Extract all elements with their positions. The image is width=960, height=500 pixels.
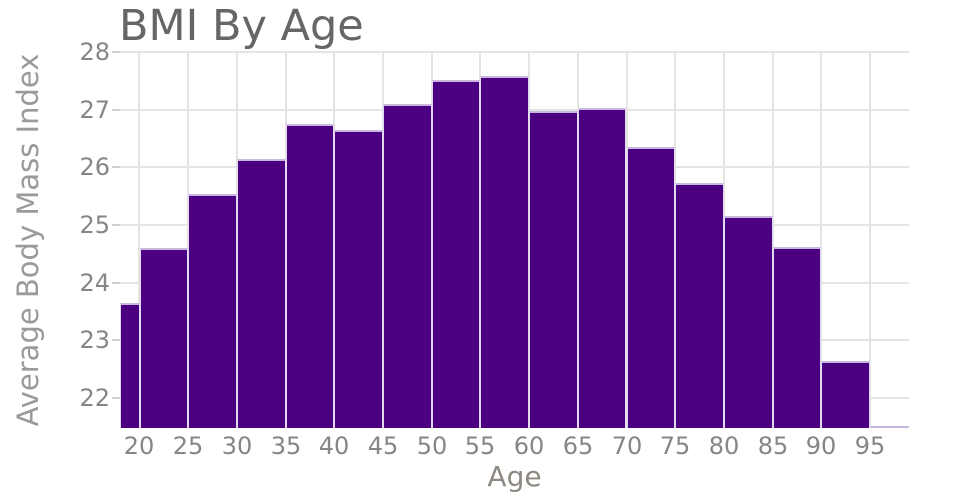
x-tick-label: 50 (416, 432, 448, 460)
x-axis-title: Age (487, 460, 542, 493)
x-tick-label: 60 (513, 432, 545, 460)
y-tick-label: 28 (79, 38, 110, 66)
y-tick-label: 27 (79, 96, 110, 124)
y-tick-mark (112, 224, 120, 226)
histogram-bar[interactable] (626, 146, 676, 428)
histogram-bar[interactable] (334, 129, 383, 428)
histogram-bar[interactable] (723, 215, 773, 428)
histogram-bar[interactable] (577, 107, 627, 428)
y-tick-mark (112, 166, 120, 168)
x-tick-label: 70 (611, 432, 643, 460)
v-gridline (772, 52, 774, 428)
histogram-bar[interactable] (236, 159, 286, 428)
histogram-bar[interactable] (285, 123, 335, 428)
x-tick-label: 90 (805, 432, 837, 460)
x-tick-label: 75 (659, 432, 691, 460)
y-tick-label: 22 (79, 384, 110, 412)
y-tick-label: 26 (79, 153, 110, 181)
histogram-bar[interactable] (675, 182, 724, 428)
x-tick-label: 30 (221, 432, 253, 460)
x-tick-label: 80 (708, 432, 740, 460)
h-gridline (120, 51, 909, 53)
x-tick-label: 25 (172, 432, 204, 460)
x-tick-label: 55 (464, 432, 496, 460)
v-gridline (138, 52, 140, 428)
v-gridline (869, 52, 871, 428)
y-tick-mark (112, 51, 120, 53)
histogram-bar[interactable] (431, 80, 481, 428)
histogram-bar[interactable] (821, 360, 870, 428)
x-tick-label: 40 (318, 432, 350, 460)
y-tick-label: 25 (79, 211, 110, 239)
x-tick-label: 45 (367, 432, 399, 460)
y-tick-label: 24 (79, 269, 110, 297)
y-tick-mark (112, 282, 120, 284)
histogram-bar[interactable] (383, 103, 432, 428)
y-tick-mark (112, 397, 120, 399)
x-tick-label: 20 (123, 432, 155, 460)
x-tick-label: 35 (270, 432, 302, 460)
chart-title: BMI By Age (119, 1, 364, 51)
histogram-bar[interactable] (870, 425, 909, 428)
y-tick-mark (112, 339, 120, 341)
histogram-bar[interactable] (480, 75, 530, 428)
y-tick-label: 23 (79, 326, 110, 354)
x-tick-label: 95 (854, 432, 886, 460)
y-axis-title-text: Average Body Mass Index (11, 53, 45, 427)
histogram-bar[interactable] (139, 247, 189, 428)
x-tick-label: 65 (562, 432, 594, 460)
y-tick-mark (112, 109, 120, 111)
histogram-bar[interactable] (529, 111, 578, 428)
histogram-bar[interactable] (188, 193, 237, 428)
v-gridline (820, 52, 822, 428)
histogram-bar[interactable] (772, 246, 822, 428)
v-gridline (187, 52, 189, 428)
histogram-bar[interactable] (120, 303, 140, 428)
x-tick-label: 85 (757, 432, 789, 460)
